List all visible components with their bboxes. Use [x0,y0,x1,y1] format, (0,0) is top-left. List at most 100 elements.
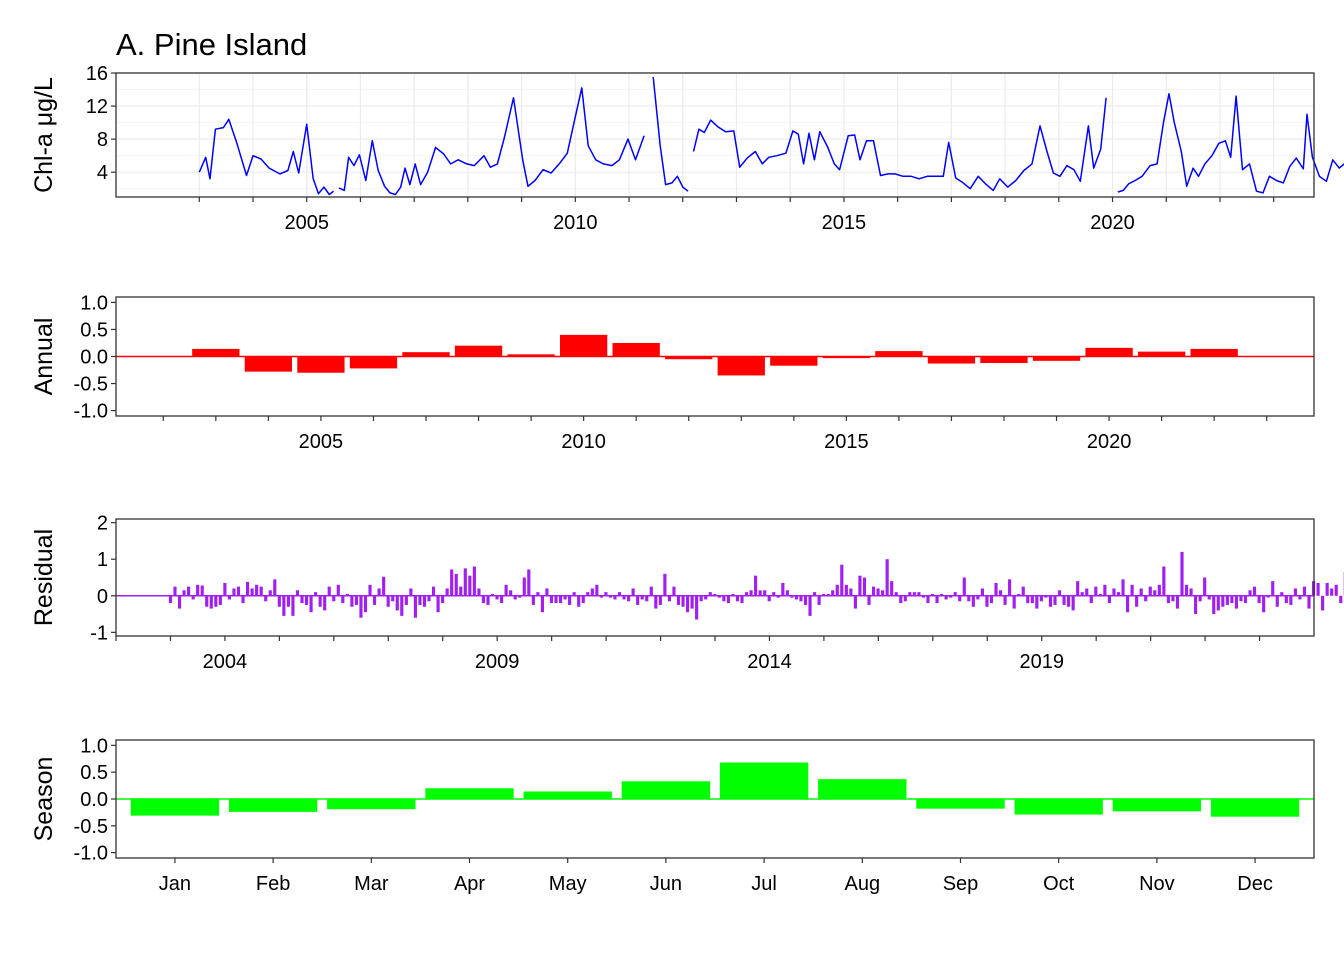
bar [1226,596,1229,605]
bar [595,585,598,596]
bar [1335,585,1338,596]
bar [659,596,662,605]
bar [337,585,340,596]
bar [1285,596,1288,603]
bar [1149,587,1152,596]
plot-background [116,73,1314,197]
bar [908,592,911,596]
bar [1126,596,1129,612]
bar [954,592,957,596]
bar [328,587,331,596]
bar [1253,587,1256,596]
bar [700,596,703,601]
bar [495,596,498,600]
bar [618,592,621,596]
bar [1248,590,1251,595]
x-tick-label: 2010 [553,212,598,234]
bar [550,596,553,603]
bar [232,588,235,595]
bar [309,596,312,612]
bar [1085,588,1088,595]
bar [980,357,1027,363]
x-tick-label: Sep [943,873,979,895]
bar [291,596,294,616]
y-tick-label: 4 [97,162,108,184]
y-tick-label: 1 [97,549,108,571]
bar [1081,592,1084,596]
y-tick-label: 1.0 [80,735,108,757]
bar [1094,587,1097,596]
x-tick-label: 2005 [284,212,329,234]
bar [1017,594,1020,596]
bar [518,596,521,598]
bar [418,596,421,605]
bar [282,596,285,616]
x-tick-label: 2010 [561,431,606,453]
bar [1199,596,1202,601]
bar [409,588,412,595]
bar [1090,596,1093,603]
bar [314,592,317,596]
x-tick-label: 2004 [203,651,248,673]
y-tick-label: 0.0 [80,347,108,369]
bar [754,576,757,596]
bar [368,585,371,596]
bar [260,587,263,596]
bar [1244,596,1247,603]
bar [813,592,816,596]
bar [1162,567,1165,596]
bar [423,596,426,607]
bar [192,596,195,600]
y-tick-label: 0.0 [80,789,108,811]
bar [1262,596,1265,612]
bar [695,596,698,620]
x-tick-label: Oct [1043,873,1075,895]
bar [350,357,397,369]
bar [1171,596,1174,601]
bar [1022,587,1025,596]
bar [514,596,517,600]
y-tick-label: -1.0 [74,843,108,865]
y-tick-label: 0.5 [80,762,108,784]
bar [350,596,353,607]
bar [822,594,825,596]
bar [704,596,707,600]
bar [1298,596,1301,600]
bar [895,592,898,596]
bar [768,596,771,601]
x-tick-label: 2014 [747,651,792,673]
x-tick-label: Aug [844,873,880,895]
bar [650,587,653,596]
bar [355,596,358,605]
bar [981,588,984,595]
bar [228,596,231,600]
y-tick-label: 2 [97,513,108,535]
y-tick-label: -0.5 [74,374,108,396]
bar [178,596,181,609]
x-tick-label: Feb [256,873,290,895]
bar [405,596,408,605]
bar [858,576,861,596]
bar [795,596,798,600]
x-tick-label: May [549,873,587,895]
bar [1180,552,1183,596]
y-axis-label: Annual [30,318,58,396]
bar [568,596,571,605]
bar [541,596,544,612]
bar [1208,596,1211,600]
bar [559,596,562,603]
bar [799,596,802,601]
bar [786,590,789,595]
x-tick-label: Dec [1237,873,1273,895]
bar [473,567,476,596]
bar [427,596,430,601]
x-tick-label: Jul [751,873,777,895]
bar [740,596,743,603]
bar [536,592,539,596]
bar [759,590,762,595]
bar [1276,596,1279,607]
bar [482,596,485,603]
bar [251,588,254,595]
bar [1326,583,1329,596]
bar [668,596,671,601]
